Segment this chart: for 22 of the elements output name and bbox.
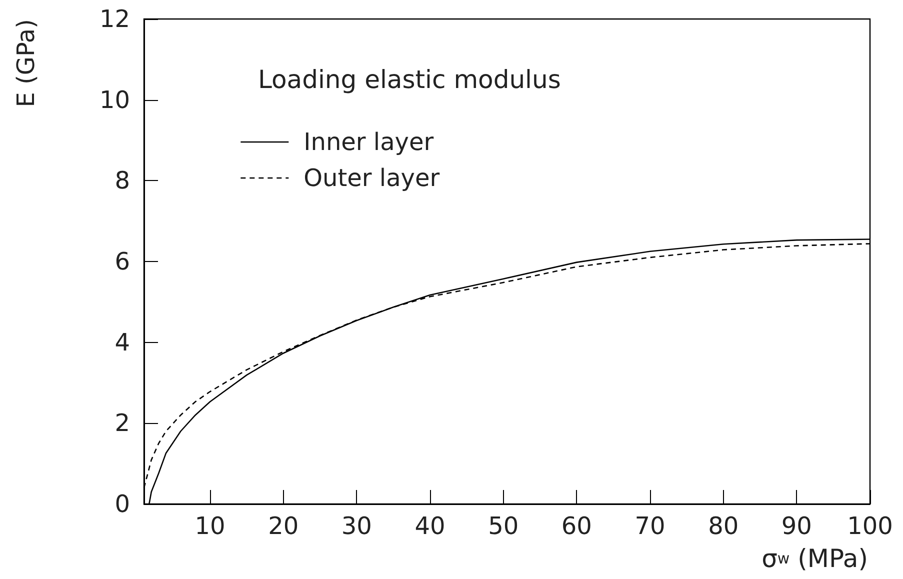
x-tick-label: 40 — [414, 512, 446, 540]
legend-label: Inner layer — [304, 128, 434, 156]
x-tick-label: 50 — [488, 512, 519, 540]
x-tick-label: 60 — [561, 512, 592, 540]
x-tick-label: 90 — [781, 512, 812, 540]
y-tick-label: 2 — [114, 409, 130, 438]
x-tick-label: 80 — [708, 512, 739, 540]
y-tick-label: 10 — [99, 86, 130, 114]
y-tick-label: 6 — [114, 248, 130, 276]
text: Loading elastic modulus — [258, 65, 561, 94]
x-tick-label: 30 — [341, 512, 372, 540]
x-axis-title: σw (MPa) — [762, 544, 868, 573]
legend-label: Outer layer — [304, 164, 440, 192]
y-tick-label: 0 — [114, 490, 130, 518]
x-tick-label: 10 — [194, 512, 226, 540]
y-tick-label: 8 — [114, 166, 130, 195]
y-tick-label: 4 — [114, 328, 130, 356]
x-tick-label: 70 — [634, 512, 666, 540]
y-axis-title: E (GPa) — [12, 19, 40, 108]
y-tick-label: 12 — [99, 5, 130, 33]
x-tick-label: 100 — [847, 512, 893, 540]
x-tick-label: 20 — [268, 512, 299, 540]
